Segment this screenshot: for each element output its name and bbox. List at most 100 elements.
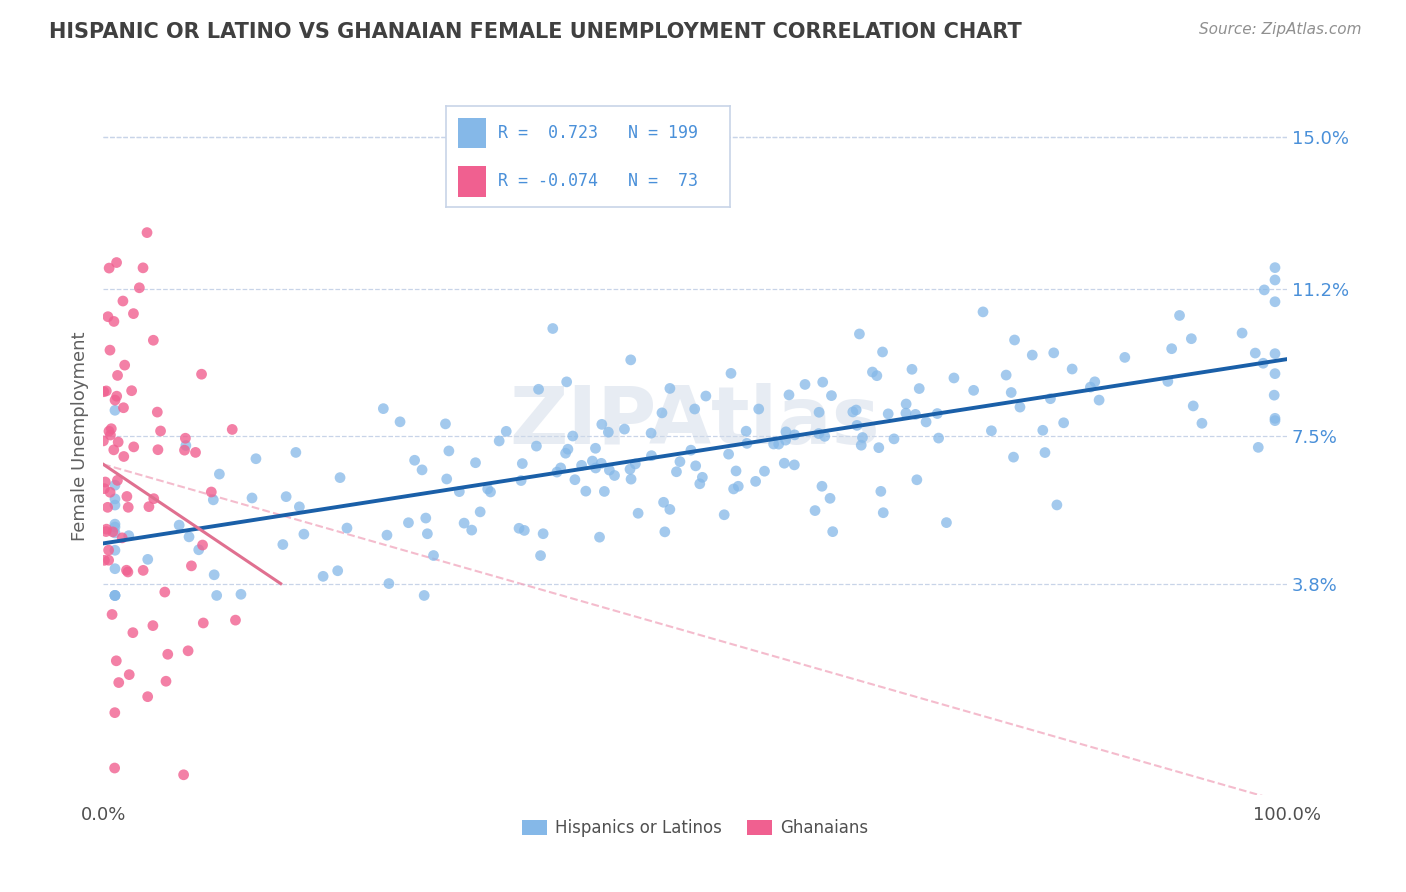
Point: [554, 446, 576, 460]
Point: [1264, 294, 1286, 309]
Point: [1264, 273, 1286, 287]
Point: [292, 527, 315, 541]
Point: [398, 516, 420, 530]
Point: [224, 613, 246, 627]
Point: [173, 443, 195, 458]
Point: [453, 516, 475, 530]
Point: [927, 407, 949, 421]
Point: [942, 371, 965, 385]
Point: [101, 607, 124, 622]
Legend: Hispanics or Latinos, Ghanaians: Hispanics or Latinos, Ghanaians: [515, 813, 875, 844]
Point: [146, 405, 169, 419]
Point: [652, 495, 675, 509]
Point: [794, 377, 817, 392]
Point: [434, 417, 457, 431]
Point: [1114, 351, 1136, 365]
Point: [1230, 326, 1253, 340]
Point: [104, 498, 127, 512]
Point: [1000, 385, 1022, 400]
Point: [526, 439, 548, 453]
Point: [603, 468, 626, 483]
Point: [436, 472, 458, 486]
Point: [894, 397, 917, 411]
Point: [862, 365, 884, 379]
Point: [735, 424, 758, 438]
Point: [98, 343, 121, 358]
Point: [326, 564, 349, 578]
Point: [695, 389, 717, 403]
Point: [104, 543, 127, 558]
Point: [868, 441, 890, 455]
Point: [104, 491, 127, 506]
Point: [98, 424, 121, 438]
Point: [118, 667, 141, 681]
Point: [375, 528, 398, 542]
Point: [1247, 441, 1270, 455]
Point: [908, 382, 931, 396]
Point: [105, 389, 128, 403]
Point: [1253, 283, 1275, 297]
Point: [115, 563, 138, 577]
Point: [104, 589, 127, 603]
Point: [422, 549, 444, 563]
Point: [460, 523, 482, 537]
Point: [205, 589, 228, 603]
Point: [720, 367, 742, 381]
Point: [122, 440, 145, 454]
Point: [591, 417, 613, 432]
Point: [1004, 333, 1026, 347]
Point: [905, 473, 928, 487]
Point: [1264, 367, 1286, 381]
Point: [495, 425, 517, 439]
Point: [571, 458, 593, 473]
Point: [783, 428, 806, 442]
Point: [94, 475, 117, 489]
Point: [104, 517, 127, 532]
Point: [640, 426, 662, 441]
Point: [329, 470, 352, 484]
Point: [783, 458, 806, 472]
Point: [546, 465, 568, 479]
Point: [191, 538, 214, 552]
Point: [112, 450, 135, 464]
Point: [748, 402, 770, 417]
Point: [588, 530, 610, 544]
Point: [104, 562, 127, 576]
Point: [692, 470, 714, 484]
Point: [121, 384, 143, 398]
Point: [104, 589, 127, 603]
Point: [128, 281, 150, 295]
Point: [146, 442, 169, 457]
Point: [883, 432, 905, 446]
Point: [1168, 309, 1191, 323]
Point: [413, 589, 436, 603]
Point: [808, 405, 831, 419]
Point: [669, 455, 692, 469]
Point: [202, 492, 225, 507]
Point: [1080, 380, 1102, 394]
Point: [1032, 423, 1054, 437]
Point: [1033, 445, 1056, 459]
Point: [901, 362, 924, 376]
Point: [541, 321, 564, 335]
Point: [312, 569, 335, 583]
Point: [845, 418, 868, 433]
Point: [136, 690, 159, 704]
Point: [100, 422, 122, 436]
Point: [173, 768, 195, 782]
Point: [814, 429, 837, 443]
Point: [477, 482, 499, 496]
Point: [149, 424, 172, 438]
Point: [593, 484, 616, 499]
Point: [107, 368, 129, 383]
Point: [811, 479, 834, 493]
Point: [513, 524, 536, 538]
Point: [894, 406, 917, 420]
Point: [118, 529, 141, 543]
Point: [685, 458, 707, 473]
Point: [240, 491, 263, 505]
Point: [138, 500, 160, 514]
Point: [727, 479, 749, 493]
Point: [561, 429, 583, 443]
Point: [550, 461, 572, 475]
